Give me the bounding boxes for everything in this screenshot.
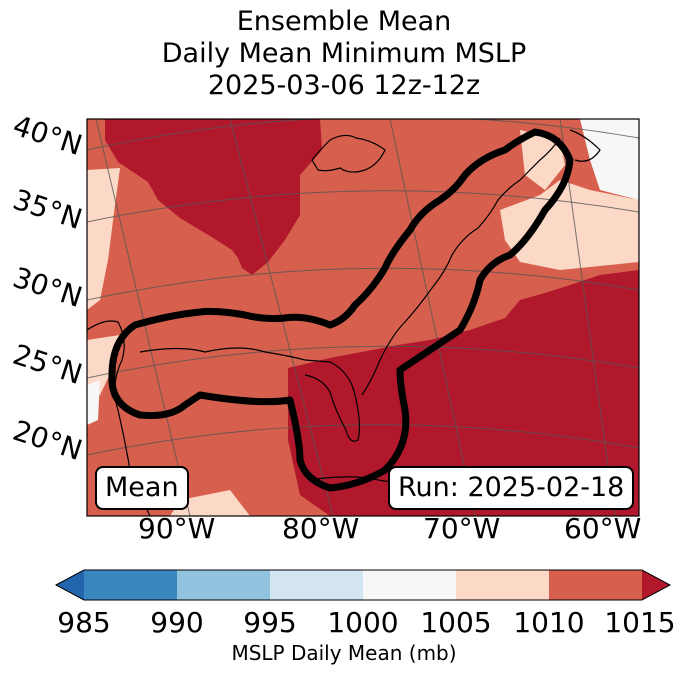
field-1000-1005-gulf xyxy=(87,380,100,425)
title-line-2: Daily Mean Minimum MSLP xyxy=(161,38,527,69)
colorbar-bin-995-1000 xyxy=(270,570,363,600)
pressure-field xyxy=(87,119,639,516)
colorbar-bin-1000-1005 xyxy=(363,570,456,600)
coastline-gulf-florida xyxy=(139,347,361,442)
map-frame xyxy=(86,118,640,517)
colorbar-tick-995: 995 xyxy=(243,606,297,639)
lon-label-60w: 60°W xyxy=(564,512,642,545)
field-1005-1010-maritimes xyxy=(520,130,565,190)
field-1000-1005-northeast xyxy=(580,119,639,200)
colorbar-tick-990: 990 xyxy=(150,606,204,639)
field-1015-plus-atlantic xyxy=(288,270,639,516)
colorbar-bin-1010-1015 xyxy=(549,570,642,600)
colorbar-tick-1000: 1000 xyxy=(327,606,399,639)
contour-outline xyxy=(108,128,574,492)
field-1005-1010-south xyxy=(170,490,250,516)
field-1015-plus-inland xyxy=(105,119,322,275)
parallel-25n xyxy=(87,345,639,379)
lon-label-90w: 90°W xyxy=(138,512,216,545)
parallel-40n xyxy=(87,119,639,151)
colorbar-tick-1015: 1015 xyxy=(604,606,676,639)
meridian-60w xyxy=(559,119,616,516)
colorbar-over-arrow xyxy=(642,570,670,600)
colorbar xyxy=(54,569,672,601)
parallel-20n xyxy=(87,424,639,456)
colorbar-tick-1005: 1005 xyxy=(420,606,492,639)
colorbar-label: MSLP Daily Mean (mb) xyxy=(231,641,457,665)
coastline-atlantic xyxy=(361,137,561,396)
colorbar-tick-1010: 1010 xyxy=(513,606,585,639)
lon-label-70w: 70°W xyxy=(423,512,501,545)
run-date-box: Run: 2025-02-18 xyxy=(388,466,635,510)
title-line-1: Ensemble Mean xyxy=(236,6,452,37)
lon-label-80w: 80°W xyxy=(282,512,360,545)
meridian-70w xyxy=(389,119,476,516)
mean-box: Mean xyxy=(95,466,189,510)
colorbar-tick-985: 985 xyxy=(57,606,111,639)
graticule xyxy=(87,119,639,516)
title-line-3: 2025-03-06 12z-12z xyxy=(207,70,481,101)
field-1005-1010-west xyxy=(87,168,120,310)
colorbar-under-arrow xyxy=(56,570,84,600)
coastline-maritimes xyxy=(569,129,601,162)
meridian-90w xyxy=(95,119,191,516)
great-lakes xyxy=(311,134,386,173)
colorbar-bin-1005-1010 xyxy=(456,570,549,600)
parallel-30n xyxy=(87,267,639,301)
field-1005-1010-northeast xyxy=(500,180,639,270)
colorbar-bin-990-995 xyxy=(177,570,270,600)
colorbar-outline xyxy=(54,569,672,601)
colorbar-bin-985-990 xyxy=(84,570,177,600)
parallel-35n xyxy=(87,190,639,223)
